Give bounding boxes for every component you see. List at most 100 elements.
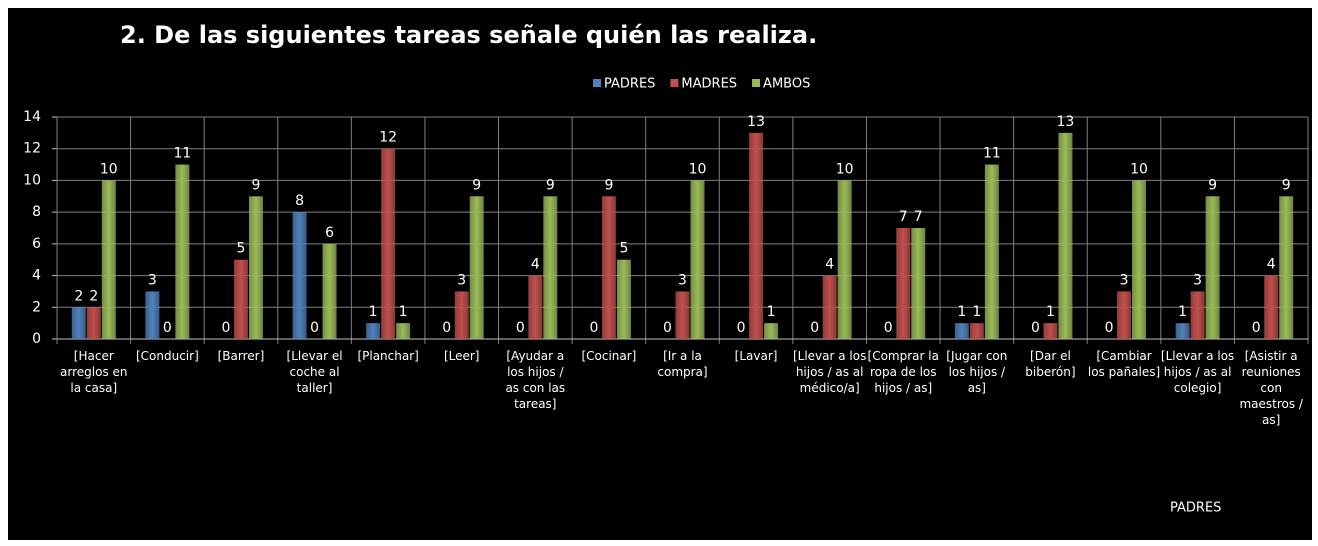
x-tick-label: [Planchar] [357, 349, 419, 363]
data-label: 10 [836, 161, 854, 177]
data-label: 7 [899, 209, 908, 225]
data-label: 4 [1267, 257, 1276, 273]
legend-swatch [593, 79, 601, 87]
x-tick-label: [Hacer arreglos en la casa] [60, 349, 128, 395]
bar [616, 259, 631, 339]
bar [175, 164, 190, 339]
bar [469, 196, 484, 339]
data-label: 0 [1252, 320, 1261, 336]
bar [1279, 196, 1294, 339]
bar [248, 196, 263, 339]
bar [381, 148, 396, 339]
data-label: 1 [767, 304, 776, 320]
bar [366, 323, 381, 339]
x-tick-label: [Llevar a los hijos / as al médico/a] [792, 349, 867, 395]
data-label: 1 [1178, 304, 1187, 320]
bar [145, 291, 160, 339]
data-label: 9 [1208, 177, 1217, 193]
data-label: 9 [546, 177, 555, 193]
annotation: PADRES [1170, 501, 1221, 516]
data-label: 4 [531, 257, 540, 273]
data-label: 8 [295, 193, 304, 209]
data-label: 5 [237, 241, 246, 257]
bar [675, 291, 690, 339]
data-label: 5 [619, 241, 628, 257]
bar [1264, 275, 1279, 339]
data-label: 1 [957, 304, 966, 320]
data-label: 13 [747, 114, 765, 130]
bar [822, 275, 837, 339]
x-tick-label: [Dar el biberón] [1025, 349, 1076, 379]
data-label: 0 [310, 320, 319, 336]
bar [86, 307, 101, 339]
data-label: 9 [472, 177, 481, 193]
data-label: 0 [737, 320, 746, 336]
x-tick-label: [Llevar el coche al taller] [286, 349, 343, 395]
y-tick-label: 8 [32, 204, 41, 220]
chart-svg: 2. De las siguientes tareas señale quién… [23, 21, 1309, 516]
bar [233, 259, 248, 339]
bar [749, 132, 764, 339]
bar [322, 243, 337, 339]
bar [954, 323, 969, 339]
data-label: 3 [457, 272, 466, 288]
data-label: 11 [983, 146, 1001, 162]
chart-title: 2. De las siguientes tareas señale quién… [120, 21, 817, 49]
bar [690, 180, 705, 339]
y-tick-label: 12 [23, 141, 41, 157]
bar [969, 323, 984, 339]
data-label: 10 [689, 161, 707, 177]
bar [1205, 196, 1220, 339]
x-tick-label: [Barrer] [217, 349, 265, 363]
x-tick-label: [Ir a la compra] [657, 349, 708, 379]
bar [764, 323, 779, 339]
y-tick-label: 4 [32, 268, 41, 284]
bar [528, 275, 543, 339]
y-tick-label: 10 [23, 172, 41, 188]
x-tick-label: [Cambiar los pañales] [1087, 349, 1161, 379]
data-label: 0 [222, 320, 231, 336]
data-label: 0 [442, 320, 451, 336]
bar [101, 180, 116, 339]
data-label: 2 [74, 288, 83, 304]
legend-label: MADRES [681, 77, 737, 92]
data-label: 3 [678, 272, 687, 288]
y-tick-label: 14 [23, 109, 41, 125]
data-label: 6 [325, 225, 334, 241]
x-tick-label: [Conducir] [135, 349, 199, 363]
data-label: 0 [1031, 320, 1040, 336]
x-tick-label: [Ayudar a los hijos / as con las tareas] [505, 349, 566, 411]
y-tick-label: 6 [32, 236, 41, 252]
x-tick-label: [Leer] [443, 349, 480, 363]
x-tick-label: [Llevar a los hijos / as al colegio] [1160, 349, 1235, 395]
legend-label: PADRES [604, 77, 655, 92]
data-label: 0 [1105, 320, 1114, 336]
y-tick-label: 0 [32, 331, 41, 347]
bar [911, 228, 926, 339]
data-label: 3 [148, 272, 157, 288]
bar [543, 196, 558, 339]
data-label: 10 [100, 161, 118, 177]
data-label: 1 [1046, 304, 1055, 320]
bar [396, 323, 411, 339]
chart: 2. De las siguientes tareas señale quién… [8, 8, 1312, 540]
y-tick-label: 2 [32, 299, 41, 315]
data-label: 7 [914, 209, 923, 225]
legend-swatch [752, 79, 761, 87]
legend-swatch [670, 79, 679, 87]
data-label: 0 [884, 320, 893, 336]
bar [1043, 323, 1058, 339]
bar [1058, 132, 1073, 339]
bar [1175, 323, 1190, 339]
data-label: 0 [810, 320, 819, 336]
bar [1117, 291, 1132, 339]
x-tick-label: [Jugar con los hijos / as] [946, 349, 1008, 395]
data-label: 0 [663, 320, 672, 336]
x-tick-label: [Cocinar] [581, 349, 637, 363]
bar [292, 212, 307, 339]
data-label: 0 [163, 320, 172, 336]
data-label: 1 [399, 304, 408, 320]
data-label: 4 [825, 257, 834, 273]
data-label: 12 [379, 130, 397, 146]
bar [837, 180, 852, 339]
